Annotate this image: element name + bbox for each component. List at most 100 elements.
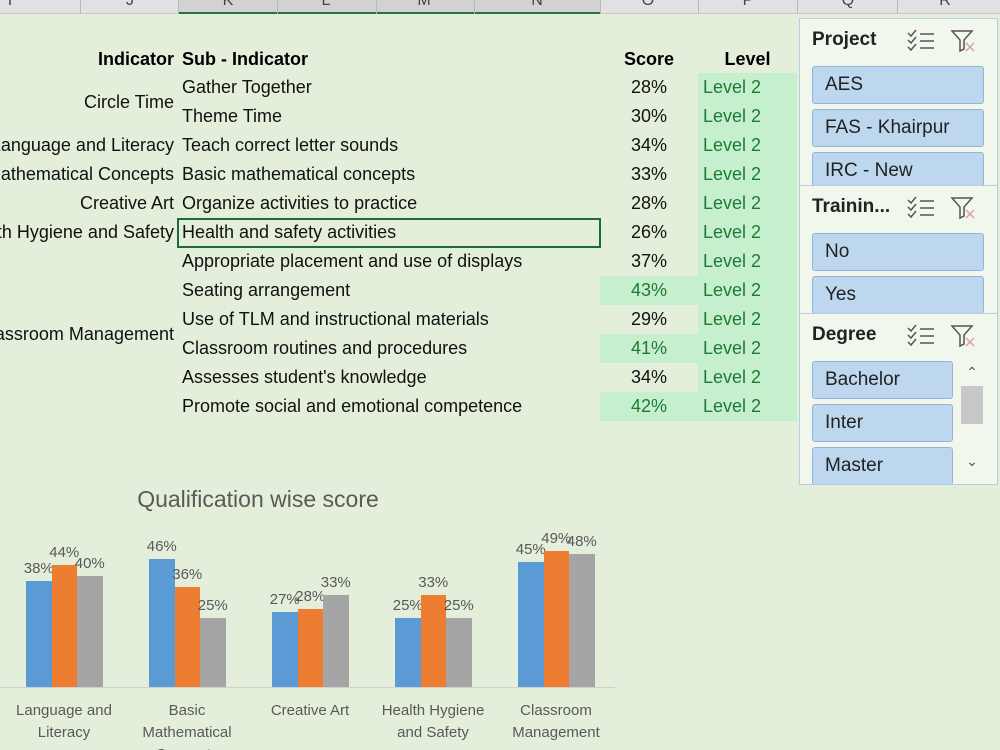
column-header[interactable]: N: [531, 0, 543, 9]
sub-indicator-cell: Gather Together: [182, 77, 312, 97]
level-cell: Level 2: [698, 392, 797, 421]
slicer-title: Trainin...: [812, 196, 891, 217]
bar-value-label: 46%: [146, 538, 177, 556]
score-cell: 29%: [630, 309, 668, 329]
sub-indicator-cell: Basic mathematical concepts: [182, 164, 416, 184]
score-cell: 26%: [630, 222, 668, 242]
column-header[interactable]: K: [222, 0, 234, 9]
column-header[interactable]: R: [939, 0, 951, 9]
level-cell: Level 2: [698, 131, 797, 160]
indicator-cell: Language and Literacy: [0, 135, 174, 155]
slicer-icons[interactable]: [906, 27, 976, 53]
category-label: Basic Mathematical Concepts: [142, 702, 232, 750]
column-divider: [376, 0, 377, 14]
bar: [200, 617, 226, 687]
column-divider: [897, 0, 898, 14]
column-divider: [698, 0, 699, 14]
header-score: Score: [623, 49, 675, 69]
score-cell: 28%: [630, 77, 668, 97]
bar-value-label: 44%: [49, 543, 80, 561]
column-header[interactable]: I: [7, 0, 13, 9]
category-label: Classroom Management: [512, 702, 600, 741]
sub-indicator-cell: Appropriate placement and use of display…: [182, 251, 523, 271]
indicator-cell: Basic Mathematical Concepts: [0, 164, 174, 184]
column-header[interactable]: O: [641, 0, 655, 9]
bar: [174, 586, 200, 687]
score-cell: 33%: [630, 164, 668, 184]
score-cell: 28%: [630, 193, 668, 213]
slicer-toolbar: [906, 27, 978, 53]
scroll-down[interactable]: ⌄: [966, 453, 978, 469]
category-label: Language and Literacy: [16, 702, 112, 741]
header-indicator: Indicator: [97, 49, 174, 69]
column-divider: [178, 0, 179, 14]
column-divider: [797, 0, 798, 14]
slicer-item[interactable]: Inter: [812, 404, 953, 442]
score-cell: 43%: [630, 280, 668, 300]
bar: [149, 559, 175, 687]
bar: [323, 595, 349, 687]
slicer-item[interactable]: AES: [812, 66, 984, 104]
bar: [518, 561, 544, 687]
sub-indicator-cell: Classroom routines and procedures: [182, 338, 468, 358]
slicer: Project AES FAS - Khairpur IRC - New: [799, 18, 998, 218]
score-highlight: [600, 392, 698, 421]
slicer-item[interactable]: FAS - Khairpur: [812, 109, 984, 147]
scroll-up[interactable]: ⌃: [966, 364, 978, 380]
slicer-icons[interactable]: [906, 322, 976, 348]
bar-value-label: 40%: [74, 554, 105, 572]
sub-indicator-cell: Organize activities to practice: [182, 193, 418, 213]
column-header[interactable]: M: [417, 0, 431, 9]
slicer-item[interactable]: Master: [812, 447, 953, 484]
column-header[interactable]: P: [742, 0, 754, 9]
level-cell: Level 2: [698, 73, 797, 102]
slicer-item[interactable]: Yes: [812, 276, 984, 314]
column-header[interactable]: L: [321, 0, 331, 9]
bar-value-label: 45%: [515, 540, 546, 558]
score-cell: 34%: [630, 367, 668, 387]
category-label: Creative Art: [270, 702, 350, 719]
score-cell: 34%: [630, 135, 668, 155]
slicer-item[interactable]: Bachelor: [812, 361, 953, 399]
sub-indicator-cell: Teach correct letter sounds: [182, 135, 399, 155]
scroll-thumb[interactable]: [961, 386, 983, 424]
bar: [395, 617, 421, 687]
indicator-cell: Classroom Management: [0, 323, 174, 344]
slicer-item[interactable]: No: [812, 233, 984, 271]
header-level: Level: [724, 49, 771, 69]
sub-indicator-cell: Assesses student's knowledge: [182, 367, 427, 387]
column-header[interactable]: Q: [841, 0, 855, 9]
bar-value-label: 25%: [197, 596, 228, 614]
sub-indicator-cell: Use of TLM and instructional materials: [182, 309, 489, 329]
bar-value-label: 25%: [443, 596, 474, 614]
level-cell: Level 2: [698, 334, 797, 363]
score-cell: 41%: [630, 338, 668, 358]
score-highlight: [600, 276, 698, 305]
bar-value-label: 36%: [172, 565, 203, 583]
bar: [26, 581, 52, 687]
bar: [77, 575, 103, 687]
bar: [51, 564, 77, 687]
level-cell: Level 2: [698, 247, 797, 276]
column-divider: [80, 0, 81, 14]
slicer-icons[interactable]: [906, 194, 976, 220]
bar-value-label: 27%: [269, 590, 300, 608]
level-cell: Level 2: [698, 218, 797, 247]
bar-value-label: 49%: [541, 529, 572, 547]
sub-indicator-cell: Theme Time: [182, 106, 283, 126]
bar: [272, 611, 298, 687]
score-cell: 42%: [630, 396, 668, 416]
bar: [420, 595, 446, 687]
slicer-item[interactable]: IRC - New: [812, 152, 984, 190]
level-cell: Level 2: [698, 276, 797, 305]
chart-title: Qualification wise score: [137, 486, 379, 512]
active-cell-border: [177, 218, 601, 248]
slicer-title: Project: [812, 29, 877, 50]
slicer-toolbar: [906, 194, 978, 220]
column-header[interactable]: J: [126, 0, 134, 9]
level-cell: Level 2: [698, 305, 797, 334]
bar: [569, 553, 595, 687]
indicator-cell: Circle Time: [83, 91, 174, 112]
bar-value-label: 33%: [320, 574, 351, 592]
sub-indicator-cell: Health and safety activities: [182, 222, 397, 242]
